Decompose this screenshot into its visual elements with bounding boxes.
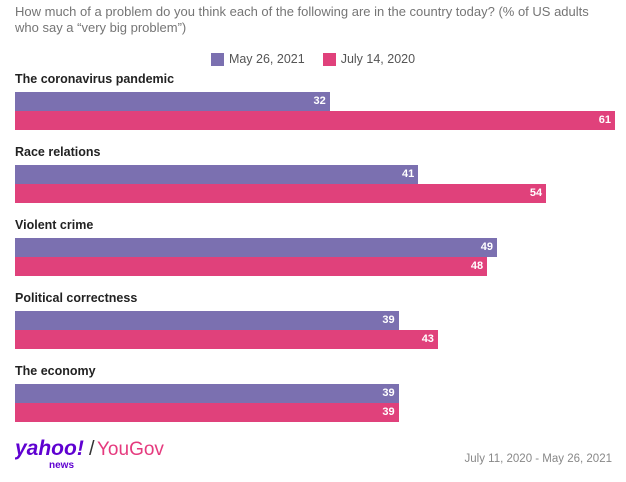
svg-text:/: / — [89, 438, 95, 460]
bar-series-2 — [15, 111, 615, 130]
legend-swatch-series-2 — [322, 52, 336, 66]
category-label: The coronavirus pandemic — [15, 72, 175, 86]
data-label: 41 — [402, 168, 415, 180]
data-label: 54 — [529, 187, 543, 199]
legend-label-series-2: July 14, 2020 — [340, 52, 416, 66]
legend-label-series-1: May 26, 2021 — [228, 52, 305, 66]
data-label: 48 — [470, 260, 484, 272]
data-label: 32 — [313, 95, 326, 107]
data-label: 39 — [382, 387, 395, 399]
svg-text:news: news — [49, 460, 74, 471]
bar-series-1 — [15, 238, 497, 257]
bar-series-2 — [15, 184, 547, 203]
date-range: July 11, 2020 - May 26, 2021 — [464, 453, 612, 465]
data-label: 39 — [382, 406, 395, 418]
data-label: 61 — [598, 114, 611, 126]
bar-series-1 — [15, 384, 399, 403]
category-label: Political correctness — [15, 291, 138, 305]
chart-title: How much of a problem do you think each … — [15, 4, 589, 35]
legend-item-series-2: July 14, 2020 — [322, 52, 416, 66]
data-label: 49 — [480, 241, 493, 253]
bar-series-2 — [15, 403, 399, 422]
category-label: The economy — [15, 364, 96, 378]
yahoo-news-yougov-logo: yahoo! news / YouGov — [15, 437, 164, 471]
legend-item-series-1: May 26, 2021 — [210, 52, 305, 66]
bar-series-1 — [15, 92, 330, 111]
bar-series-1 — [15, 165, 419, 184]
bar-series-1 — [15, 311, 399, 330]
category-label: Race relations — [15, 145, 101, 159]
category-label: Violent crime — [15, 218, 94, 232]
data-label: 43 — [421, 333, 434, 345]
svg-text:yahoo!: yahoo! — [15, 437, 84, 460]
bar-series-2 — [15, 257, 488, 276]
data-label: 39 — [382, 314, 395, 326]
bar-series-2 — [15, 330, 438, 349]
legend: May 26, 2021 July 14, 2020 — [0, 52, 626, 66]
legend-swatch-series-1 — [210, 52, 224, 66]
svg-text:YouGov: YouGov — [97, 439, 164, 460]
